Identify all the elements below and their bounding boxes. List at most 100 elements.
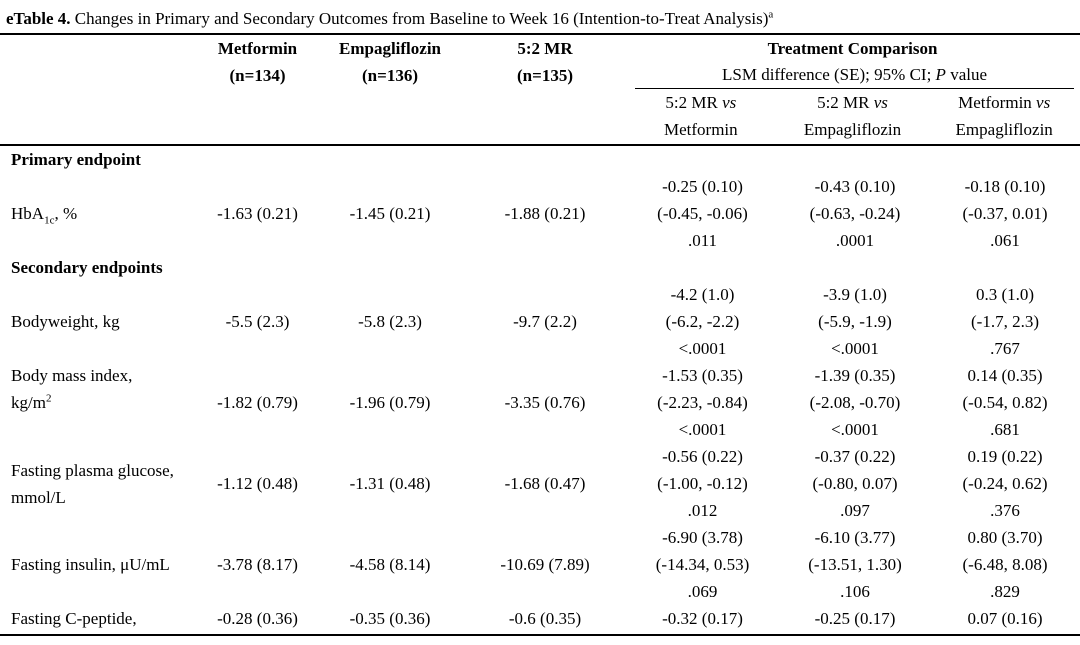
section-label: Primary endpoint [11, 150, 141, 169]
subtitle-p: P [935, 65, 946, 84]
comparison-cell: -3.9 (1.0) (-5.9, -1.9) <.0001 [780, 281, 930, 362]
confidence-interval: (-2.23, -0.84) [657, 393, 748, 412]
label-line2: kg/m2 [11, 389, 200, 416]
row-label: Bodyweight, kg [11, 312, 120, 331]
vs-label: vs [722, 93, 737, 112]
estimate: 0.80 (3.70) [967, 528, 1043, 547]
estimate: -0.43 (0.10) [814, 177, 896, 196]
comparison-cell: -0.25 (0.17) [780, 605, 930, 636]
p-value: .0001 [835, 231, 875, 250]
value-52mr: -10.69 (7.89) [500, 555, 590, 574]
estimate: -0.32 (0.17) [662, 609, 743, 628]
comparison-cell: -6.90 (3.78) (-14.34, 0.53) .069 [625, 524, 780, 605]
estimate: -0.25 (0.10) [662, 177, 743, 196]
confidence-interval: (-14.34, 0.53) [655, 555, 750, 574]
section-secondary-endpoints: Secondary endpoints [0, 254, 1080, 281]
confidence-interval: (-1.7, 2.3) [971, 312, 1039, 331]
confidence-interval: (-0.45, -0.06) [657, 204, 748, 223]
row-label: Fasting insulin, μU/mL [11, 555, 170, 574]
header-group-empagliflozin: Empagliflozin (n=136) [315, 35, 465, 146]
value-empagliflozin: -1.45 (0.21) [349, 204, 431, 223]
group-n: (n=135) [517, 66, 573, 85]
estimate: -6.90 (3.78) [662, 528, 743, 547]
confidence-interval: (-0.54, 0.82) [962, 393, 1048, 412]
comparison-cell: 0.3 (1.0) (-1.7, 2.3) .767 [930, 281, 1080, 362]
value-metformin: -1.63 (0.21) [217, 204, 298, 223]
confidence-interval: (-13.51, 1.30) [808, 555, 902, 574]
p-value: <.0001 [831, 420, 879, 439]
subtitle-prefix: LSM difference (SE); 95% CI; [721, 65, 936, 84]
estimate: 0.3 (1.0) [975, 285, 1035, 304]
value-52mr: -9.7 (2.2) [513, 312, 577, 331]
label-post: , % [54, 204, 78, 223]
p-value: .011 [687, 231, 718, 250]
label-pre: HbA [11, 204, 45, 223]
footnote-marker: a [768, 8, 774, 21]
section-primary-endpoint: Primary endpoint [0, 145, 1080, 173]
label-subscript: 1c [44, 214, 55, 227]
estimate: -6.10 (3.77) [814, 528, 896, 547]
value-52mr: -1.68 (0.47) [504, 474, 586, 493]
value-empagliflozin: -4.58 (8.14) [349, 555, 431, 574]
value-empagliflozin: -5.8 (2.3) [358, 312, 422, 331]
value-empagliflozin: -1.31 (0.48) [349, 474, 431, 493]
group-n: (n=134) [229, 66, 286, 85]
header-row: Metformin (n=134) Empagliflozin (n=136) … [0, 35, 1080, 146]
p-value: .829 [990, 582, 1020, 601]
section-label: Secondary endpoints [11, 258, 163, 277]
estimate: -3.9 (1.0) [823, 285, 887, 304]
comparison-subcolumns: 5:2 MR vs Metformin 5:2 MR vs Empagliflo… [625, 89, 1080, 143]
label-superscript: 2 [45, 392, 52, 405]
value-metformin: -5.5 (2.3) [225, 312, 290, 331]
subcol-52mr-vs-empagliflozin: 5:2 MR vs Empagliflozin [777, 89, 929, 143]
label-line1: Body mass index, [11, 366, 133, 385]
value-52mr: -0.6 (0.35) [465, 605, 625, 636]
value-metformin: -1.12 (0.48) [217, 474, 298, 493]
confidence-interval: (-1.00, -0.12) [657, 474, 748, 493]
subcol-line2: Empagliflozin [955, 120, 1053, 139]
value-metformin: -1.82 (0.79) [217, 393, 298, 412]
confidence-interval: (-6.48, 8.08) [962, 555, 1048, 574]
estimate: -0.37 (0.22) [814, 447, 896, 466]
subcol-line2: Empagliflozin [803, 120, 902, 139]
treatment-comparison-subtitle: LSM difference (SE); 95% CI; P value [635, 62, 1075, 89]
comparison-cell: -1.53 (0.35) (-2.23, -0.84) <.0001 [625, 362, 780, 443]
p-value: <.0001 [831, 339, 879, 358]
row-label: Fasting C-peptide, [0, 605, 200, 636]
comparison-cell: 0.07 (0.16) [930, 605, 1080, 636]
estimate: -1.53 (0.35) [662, 366, 743, 385]
table-title-label: eTable 4. [6, 9, 71, 28]
row-label: HbA1c, % [0, 173, 200, 254]
header-group-52mr: 5:2 MR (n=135) [465, 35, 625, 146]
table-title-text: Changes in Primary and Secondary Outcome… [70, 9, 769, 28]
subcol-line1: Metformin [958, 93, 1037, 112]
p-value: .376 [990, 501, 1020, 520]
value-metformin: -3.78 (8.17) [217, 555, 298, 574]
estimate: 0.07 (0.16) [967, 609, 1043, 628]
confidence-interval: (-2.08, -0.70) [809, 393, 901, 412]
estimate: 0.19 (0.22) [967, 447, 1043, 466]
comparison-cell: -6.10 (3.77) (-13.51, 1.30) .106 [780, 524, 930, 605]
comparison-cell: -1.39 (0.35) (-2.08, -0.70) <.0001 [780, 362, 930, 443]
confidence-interval: (-0.37, 0.01) [962, 204, 1048, 223]
comparison-cell: -0.56 (0.22) (-1.00, -0.12) .012 [625, 443, 780, 524]
row-label: Body mass index, kg/m2 [0, 362, 200, 443]
p-value: <.0001 [678, 339, 727, 358]
label-line1: Fasting plasma glucose, [11, 460, 174, 480]
table-row-hba1c: HbA1c, % -1.63 (0.21) -1.45 (0.21) -1.88… [0, 173, 1080, 254]
p-value: .681 [990, 420, 1020, 439]
subcol-line1: 5:2 MR [817, 93, 874, 112]
value-52mr: -3.35 (0.76) [504, 393, 586, 412]
p-value: .106 [840, 582, 870, 601]
comparison-cell: -0.18 (0.10) (-0.37, 0.01) .061 [930, 173, 1080, 254]
results-table: Metformin (n=134) Empagliflozin (n=136) … [0, 35, 1080, 636]
vs-label: vs [873, 93, 888, 112]
treatment-comparison-title: Treatment Comparison [767, 39, 938, 58]
estimate: -1.39 (0.35) [814, 366, 896, 385]
estimate: 0.14 (0.35) [967, 366, 1043, 385]
p-value: .012 [687, 501, 718, 520]
comparison-cell: -0.43 (0.10) (-0.63, -0.24) .0001 [780, 173, 930, 254]
subtitle-suffix: value [945, 65, 988, 84]
row-label: Fasting plasma glucose, mmol/L [0, 443, 200, 524]
